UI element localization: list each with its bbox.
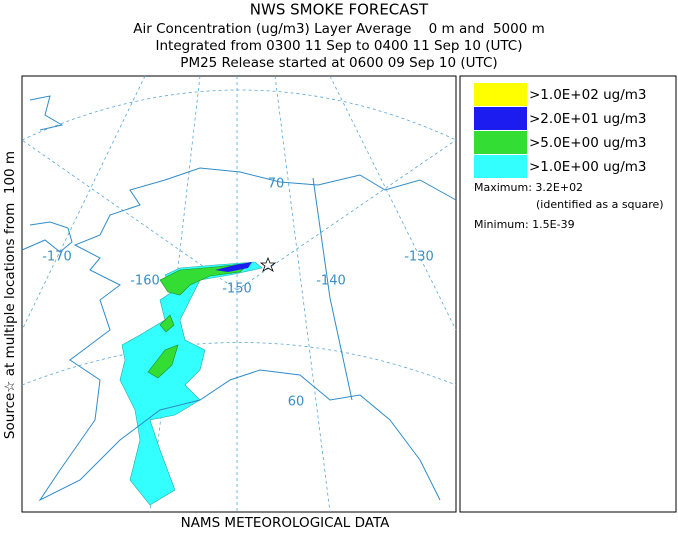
side-label: Source☆ at multiple locations from 100 m <box>2 151 18 439</box>
legend-swatch <box>474 83 527 106</box>
longitude-label: -160 <box>130 274 160 289</box>
maximum-note: (identified as a square) <box>536 198 664 211</box>
footer: NAMS METEOROLOGICAL DATA <box>181 515 391 531</box>
legend-label: >5.0E+00 ug/m3 <box>529 135 647 151</box>
map-frame <box>21 75 457 513</box>
legend: Maximum: 3.2E+02 (identified as a square… <box>459 75 677 513</box>
plume <box>119 256 277 506</box>
map: -170 -160 -150 -140 -130 70 60 <box>21 75 457 513</box>
legend-label: >2.0E+01 ug/m3 <box>529 111 647 127</box>
longitude-label: -130 <box>404 250 434 265</box>
coastline <box>21 95 457 502</box>
subtitle: Integrated from 0300 11 Sep to 0400 11 S… <box>155 38 522 54</box>
legend-label: >1.0E+00 ug/m3 <box>529 159 647 175</box>
legend-swatch <box>474 131 527 154</box>
legend-label: >1.0E+02 ug/m3 <box>529 87 647 103</box>
latitude-label: 70 <box>268 177 285 192</box>
title: NWS SMOKE FORECAST <box>250 1 429 19</box>
longitude-label: -170 <box>42 250 72 265</box>
maximum: Maximum: 3.2E+02 <box>474 181 583 194</box>
graticule <box>21 75 457 513</box>
subtitle: Air Concentration (ug/m3) Layer Average … <box>133 21 545 37</box>
longitude-label: -150 <box>222 282 252 297</box>
legend-swatch <box>474 107 527 130</box>
minimum: Minimum: 1.5E-39 <box>474 218 575 231</box>
latitude-label: 60 <box>288 395 305 410</box>
longitude-label: -140 <box>316 274 346 289</box>
legend-swatch <box>474 155 527 178</box>
subtitle: PM25 Release started at 0600 09 Sep 10 (… <box>180 55 497 71</box>
